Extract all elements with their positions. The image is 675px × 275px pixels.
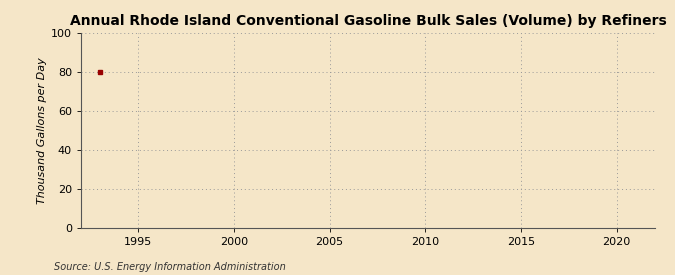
Text: Source: U.S. Energy Information Administration: Source: U.S. Energy Information Administ… [54, 262, 286, 272]
Y-axis label: Thousand Gallons per Day: Thousand Gallons per Day [37, 57, 47, 204]
Title: Annual Rhode Island Conventional Gasoline Bulk Sales (Volume) by Refiners: Annual Rhode Island Conventional Gasolin… [70, 14, 666, 28]
